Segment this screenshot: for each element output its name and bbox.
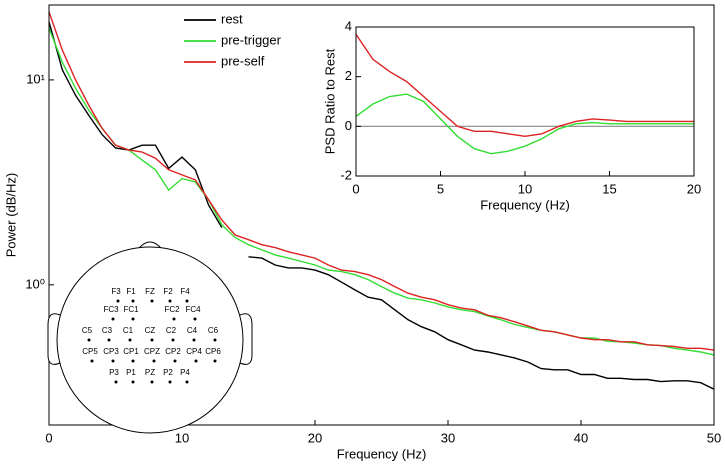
x-tick-label: 40 <box>574 430 588 445</box>
electrode-dot <box>192 338 196 342</box>
legend-label: rest <box>221 11 243 26</box>
electrode-label: C4 <box>187 326 198 335</box>
electrode-dot <box>111 359 115 363</box>
electrode-dot <box>194 359 198 363</box>
y-tick-label: 10¹ <box>26 71 45 86</box>
electrode-label: P4 <box>180 368 190 377</box>
electrode-label: FZ <box>145 287 155 296</box>
x-tick-label: 20 <box>308 430 322 445</box>
electrode-label: FC2 <box>164 305 180 314</box>
electrode-dot <box>150 299 154 303</box>
x-axis-label: Frequency (Hz) <box>480 197 570 212</box>
electrode-label: PZ <box>145 368 155 377</box>
y-axis-label: PSD Ratio to Rest <box>322 48 337 154</box>
x-tick-label: 0 <box>352 181 359 196</box>
y-axis-label: Power (dB/Hz) <box>3 173 18 258</box>
electrode-label: FC4 <box>185 305 201 314</box>
electrode-dot <box>150 380 154 384</box>
series-line <box>355 34 694 138</box>
electrode-dot <box>111 317 115 321</box>
left-ear <box>47 313 61 365</box>
electrode-label: C3 <box>102 326 113 335</box>
electrode-label: CZ <box>145 326 156 335</box>
electrode-dot <box>131 299 135 303</box>
electrode-label: FC3 <box>103 305 119 314</box>
electrode-dot <box>107 338 111 342</box>
electrode-label: F1 <box>126 287 136 296</box>
series-line <box>48 21 715 390</box>
electrode-dot <box>168 380 172 384</box>
electrode-dot <box>213 338 217 342</box>
electrode-label: CP4 <box>186 347 202 356</box>
x-tick-label: 20 <box>687 181 701 196</box>
x-axis-label: Frequency (Hz) <box>337 446 427 461</box>
electrode-dot <box>90 359 94 363</box>
y-tick-label: 4 <box>345 18 352 33</box>
x-tick-label: 5 <box>437 181 444 196</box>
legend-label: pre-trigger <box>221 32 282 47</box>
electrode-label: C1 <box>123 326 134 335</box>
electrode-label: C5 <box>82 326 93 335</box>
electrode-dot <box>185 380 189 384</box>
electrode-label: CP5 <box>82 347 98 356</box>
right-ear <box>239 313 253 365</box>
electrode-label: C2 <box>166 326 177 335</box>
electrode-dot <box>168 299 172 303</box>
electrode-dot <box>173 359 177 363</box>
x-tick-label: 50 <box>707 430 721 445</box>
x-tick-label: 10 <box>175 430 189 445</box>
series-line <box>355 93 694 155</box>
electrode-dot <box>185 299 189 303</box>
electrode-dot <box>150 338 154 342</box>
electrode-label: F4 <box>180 287 190 296</box>
y-tick-label: -2 <box>340 167 352 182</box>
electrode-label: F3 <box>111 287 121 296</box>
electrode-dot <box>152 359 156 363</box>
y-tick-label: 10⁰ <box>25 276 45 291</box>
y-tick-label: 2 <box>345 68 352 83</box>
electrode-label: FC1 <box>123 305 139 314</box>
electrode-label: CPZ <box>144 347 160 356</box>
electrode-label: P1 <box>126 368 136 377</box>
electrode-dot <box>114 380 118 384</box>
electrode-dot <box>131 359 135 363</box>
electrode-label: C6 <box>208 326 219 335</box>
x-tick-label: 15 <box>602 181 616 196</box>
electrode-label: CP1 <box>123 347 139 356</box>
legend-label: pre-self <box>221 53 265 68</box>
electrode-dot <box>131 380 135 384</box>
electrode-label: CP2 <box>165 347 181 356</box>
electrode-dot <box>87 338 91 342</box>
electrode-label: P3 <box>109 368 119 377</box>
x-tick-label: 10 <box>518 181 532 196</box>
series-line <box>48 11 715 351</box>
plot-frame <box>48 4 715 426</box>
electrode-dot <box>131 317 135 321</box>
electrode-dot <box>171 338 175 342</box>
electrode-label: F2 <box>163 287 173 296</box>
electrode-label: CP6 <box>205 347 221 356</box>
electrode-dot <box>213 359 217 363</box>
inset-background <box>356 27 694 176</box>
x-tick-label: 0 <box>45 430 52 445</box>
electrode-dot <box>116 299 120 303</box>
electrode-label: P2 <box>163 368 173 377</box>
x-tick-label: 30 <box>441 430 455 445</box>
electrode-dot <box>128 338 132 342</box>
y-tick-label: 0 <box>345 118 352 133</box>
electrode-label: CP3 <box>103 347 119 356</box>
electrode-dot <box>172 317 176 321</box>
head-diagram: F3 F1 FZ F2 F4 FC3 FC1 FC2 FC4 C5 C3 C1 CZ C2 C4 C6 CP5 C… <box>47 241 253 434</box>
head <box>56 246 244 434</box>
electrode-dot <box>193 317 197 321</box>
